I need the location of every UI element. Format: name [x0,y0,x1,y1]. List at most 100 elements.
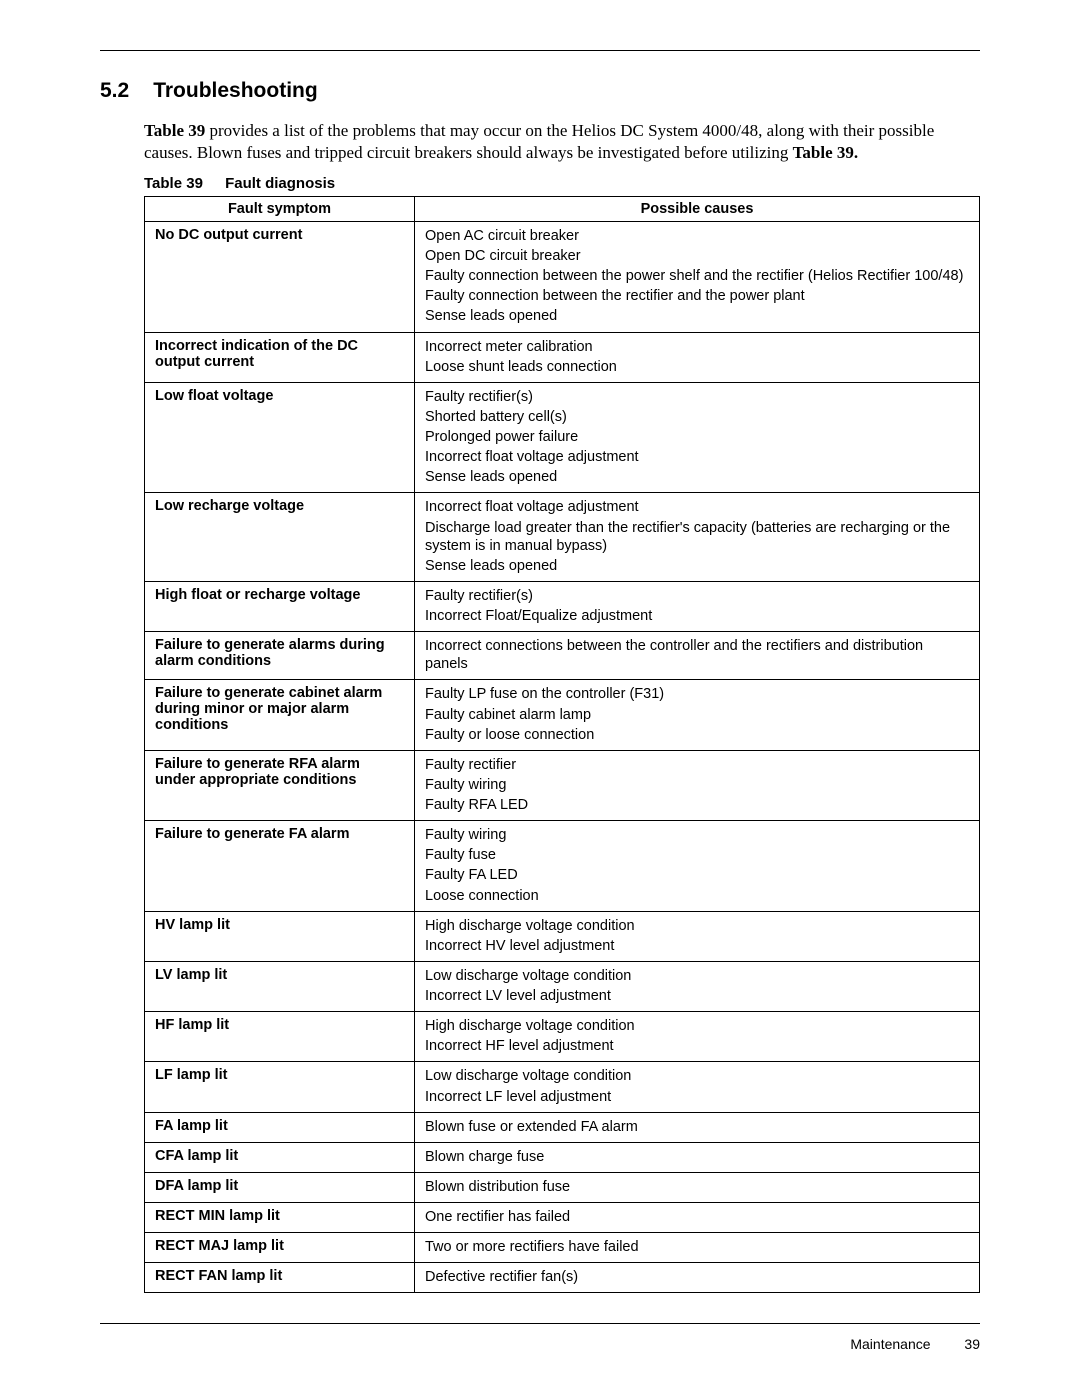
cause-line: Faulty or loose connection [425,726,969,744]
table-row: Failure to generate RFA alarm under appr… [145,750,980,820]
symptom-cell: Incorrect indication of the DC output cu… [145,332,415,382]
cause-line: Faulty connection between the power shel… [425,267,969,285]
table-row: CFA lamp litBlown charge fuse [145,1142,980,1172]
cause-line: Sense leads opened [425,557,969,575]
cause-line: Faulty rectifier(s) [425,388,969,406]
table-row: HF lamp litHigh discharge voltage condit… [145,1012,980,1062]
cause-line: Incorrect float voltage adjustment [425,448,969,466]
symptom-cell: Low float voltage [145,382,415,493]
cause-line: Faulty connection between the rectifier … [425,287,969,305]
table-row: DFA lamp lit Blown distribution fuse [145,1172,980,1202]
table-row: No DC output currentOpen AC circuit brea… [145,221,980,332]
table-row: HV lamp litHigh discharge voltage condit… [145,911,980,961]
cause-line: Faulty RFA LED [425,796,969,814]
cause-line: Blown charge fuse [425,1148,969,1166]
causes-cell: High discharge voltage conditionIncorrec… [415,1012,980,1062]
symptom-cell: High float or recharge voltage [145,581,415,631]
table-row: Incorrect indication of the DC output cu… [145,332,980,382]
cause-line: Prolonged power failure [425,428,969,446]
cause-line: Faulty wiring [425,826,969,844]
cause-line: Incorrect meter calibration [425,338,969,356]
cause-line: Faulty fuse [425,846,969,864]
symptom-cell: LV lamp lit [145,961,415,1011]
symptom-cell: Failure to generate RFA alarm under appr… [145,750,415,820]
symptom-cell: RECT FAN lamp lit [145,1263,415,1293]
cause-line: Defective rectifier fan(s) [425,1268,969,1286]
symptom-cell: DFA lamp lit [145,1172,415,1202]
table-caption-title: Fault diagnosis [225,175,335,192]
symptom-cell: RECT MAJ lamp lit [145,1233,415,1263]
causes-cell: Incorrect connections between the contro… [415,632,980,680]
causes-cell: Low discharge voltage condition Incorrect… [415,961,980,1011]
section-heading: 5.2 Troubleshooting [100,79,980,103]
causes-cell: One rectifier has failed [415,1203,980,1233]
cause-line: Incorrect LV level adjustment [425,987,969,1005]
cause-line: High discharge voltage condition [425,1017,969,1035]
table-row: Failure to generate alarms during alarm … [145,632,980,680]
table-row: Failure to generate cabinet alarm during… [145,680,980,750]
cause-line: Discharge load greater than the rectifie… [425,519,969,555]
symptom-cell: Low recharge voltage [145,493,415,582]
cause-line: Faulty rectifier [425,756,969,774]
section-title: Troubleshooting [153,79,317,103]
causes-cell: Defective rectifier fan(s) [415,1263,980,1293]
fault-table-body: No DC output currentOpen AC circuit brea… [145,221,980,1293]
cause-line: Low discharge voltage condition [425,1067,969,1085]
cause-line: Loose shunt leads connection [425,358,969,376]
causes-cell: Faulty LP fuse on the controller (F31) Fa… [415,680,980,750]
causes-cell: High discharge voltage conditionIncorrec… [415,911,980,961]
fault-table: Fault symptom Possible causes No DC outp… [144,196,980,1294]
cause-line: Incorrect HV level adjustment [425,937,969,955]
cause-line: Low discharge voltage condition [425,967,969,985]
cause-line: Incorrect connections between the contro… [425,637,969,673]
cause-line: Incorrect Float/Equalize adjustment [425,607,969,625]
top-rule [100,50,980,51]
symptom-cell: HV lamp lit [145,911,415,961]
table-row: High float or recharge voltageFaulty rec… [145,581,980,631]
footer-page-number: 39 [964,1336,980,1352]
causes-cell: Faulty rectifier(s) Incorrect Float/Equal… [415,581,980,631]
table-row: RECT MIN lamp lit One rectifier has faile… [145,1203,980,1233]
intro-bold-2: Table 39. [793,143,859,162]
symptom-cell: Failure to generate alarms during alarm … [145,632,415,680]
cause-line: Faulty cabinet alarm lamp [425,706,969,724]
table-row: Low float voltage Faulty rectifier(s) Shor… [145,382,980,493]
symptom-cell: No DC output current [145,221,415,332]
footer: Maintenance 39 [100,1336,980,1352]
causes-cell: Faulty rectifierFaulty wiringFaulty RFA … [415,750,980,820]
causes-cell: Low discharge voltage conditionIncorrect… [415,1062,980,1112]
table-header-row: Fault symptom Possible causes [145,196,980,221]
cause-line: Shorted battery cell(s) [425,408,969,426]
page: 5.2 Troubleshooting Table 39 provides a … [0,0,1080,1397]
causes-cell: Open AC circuit breaker Open DC circuit b… [415,221,980,332]
cause-line: One rectifier has failed [425,1208,969,1226]
symptom-cell: HF lamp lit [145,1012,415,1062]
cause-line: Sense leads opened [425,307,969,325]
causes-cell: Faulty rectifier(s) Shorted battery cell(… [415,382,980,493]
cause-line: Blown distribution fuse [425,1178,969,1196]
causes-cell: Blown distribution fuse [415,1172,980,1202]
intro-bold-1: Table 39 [144,121,205,140]
cause-line: Faulty rectifier(s) [425,587,969,605]
causes-cell: Faulty wiringFaulty fuseFaulty FA LEDLoo… [415,821,980,912]
symptom-cell: Failure to generate cabinet alarm during… [145,680,415,750]
symptom-cell: Failure to generate FA alarm [145,821,415,912]
cause-line: Faulty FA LED [425,866,969,884]
table-row: Failure to generate FA alarm Faulty wirin… [145,821,980,912]
cause-line: Open AC circuit breaker [425,227,969,245]
cause-line: Blown fuse or extended FA alarm [425,1118,969,1136]
footer-label: Maintenance [850,1336,930,1352]
section-number: 5.2 [100,79,129,103]
causes-cell: Incorrect float voltage adjustment Discha… [415,493,980,582]
cause-line: Open DC circuit breaker [425,247,969,265]
table-caption-number: Table 39 [144,175,203,192]
symptom-cell: FA lamp lit [145,1112,415,1142]
causes-cell: Incorrect meter calibration Loose shunt l… [415,332,980,382]
bottom-rule [100,1323,980,1324]
symptom-cell: RECT MIN lamp lit [145,1203,415,1233]
cause-line: Incorrect float voltage adjustment [425,498,969,516]
intro-paragraph: Table 39 provides a list of the problems… [144,120,980,165]
header-causes: Possible causes [415,196,980,221]
table-caption: Table 39 Fault diagnosis [144,175,980,192]
cause-line: Faulty LP fuse on the controller (F31) [425,685,969,703]
